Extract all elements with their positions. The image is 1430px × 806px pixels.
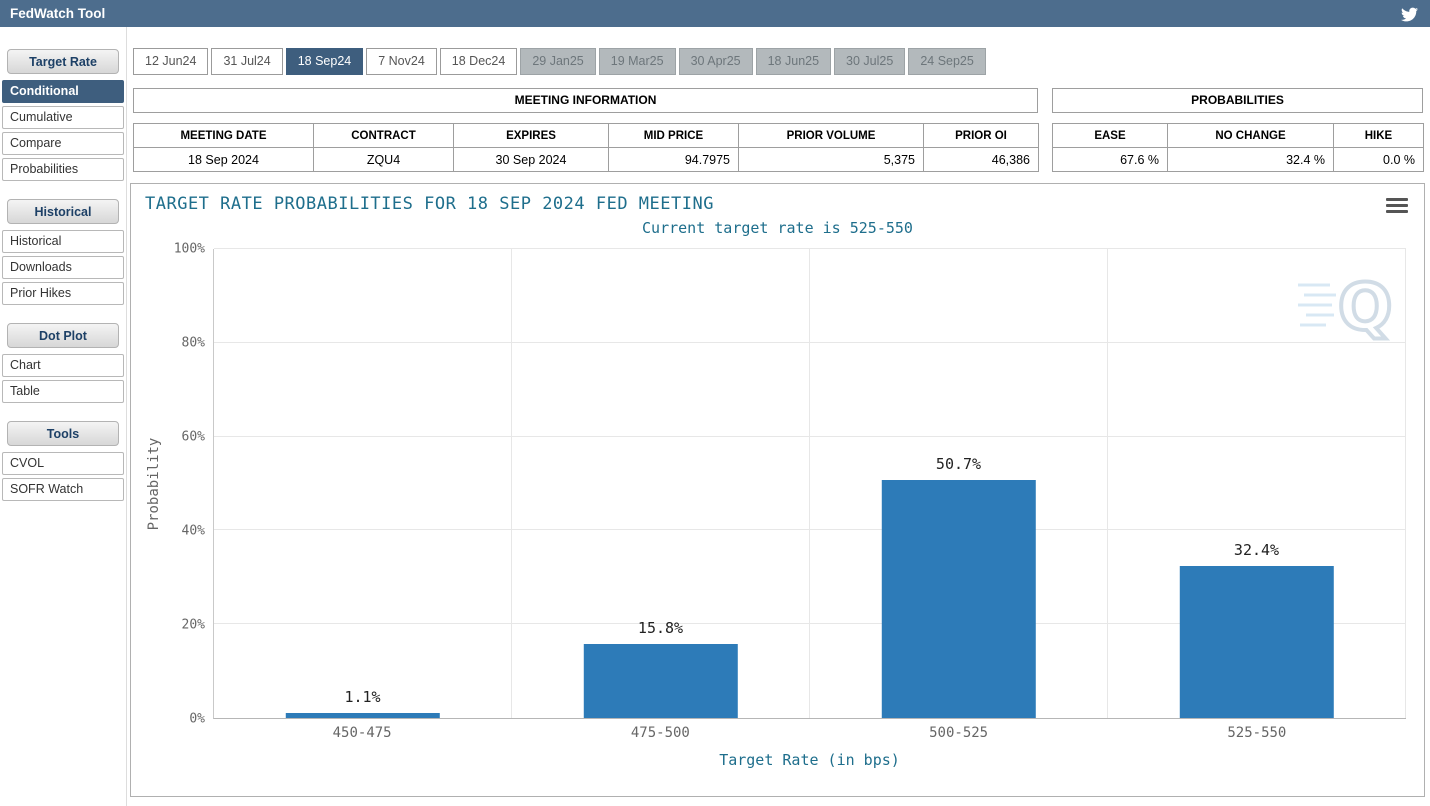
chart-column-475-500: 15.8% [512,249,810,718]
cell-prior-volume: 5,375 [738,147,924,172]
app-title: FedWatch Tool [10,6,106,21]
sidebar-item-downloads[interactable]: Downloads [2,256,124,279]
x-axis-labels: 450-475 475-500 500-525 525-550 [213,725,1406,741]
bar-value-label: 1.1% [344,687,381,706]
col-header-mid-price: MID PRICE [608,123,739,148]
chart-column-500-525: 50.7% [810,249,1108,718]
cell-contract: ZQU4 [313,147,454,172]
tab-12-jun24[interactable]: 12 Jun24 [133,48,209,75]
sidebar-item-chart[interactable]: Chart [2,354,124,377]
sidebar-header-tools: Tools [7,421,119,446]
probability-bar-525-550[interactable] [1179,566,1334,718]
col-header-prior-volume: PRIOR VOLUME [738,123,924,148]
chart-body: Probability 0% 20% 40% 60% 80% 100% 1.1% 15.8%… [143,242,1406,727]
sidebar-header-target-rate: Target Rate [7,49,119,74]
tab-18-jun25[interactable]: 18 Jun25 [755,48,832,75]
chart-panel: TARGET RATE PROBABILITIES FOR 18 SEP 202… [130,183,1425,797]
chart-column-450-475: 1.1% [214,249,512,718]
sidebar-header-historical: Historical [7,199,119,224]
top-bar: FedWatch Tool [0,0,1430,27]
y-axis-title: Probability [146,437,162,531]
cell-mid-price: 94.7975 [608,147,739,172]
col-header-hike: HIKE [1333,123,1424,148]
main-content: 12 Jun24 31 Jul24 18 Sep24 7 Nov24 18 De… [128,27,1430,806]
meeting-info-title: MEETING INFORMATION [133,88,1038,113]
gridline [214,248,1406,249]
chart-column-525-550: 32.4% [1108,249,1406,718]
tab-18-sep24[interactable]: 18 Sep24 [285,48,364,75]
tab-30-jul25[interactable]: 30 Jul25 [834,48,906,75]
sidebar-item-compare[interactable]: Compare [2,132,124,155]
twitter-icon[interactable] [1401,5,1419,22]
sidebar-item-conditional[interactable]: Conditional [2,80,124,103]
tab-29-jan25[interactable]: 29 Jan25 [520,48,596,75]
plot-area: 1.1% 15.8% 50.7% 32.4% Q [213,248,1406,719]
probabilities-title: PROBABILITIES [1052,88,1423,113]
y-tick-label: 60% [181,429,205,445]
probabilities-block: PROBABILITIES EASE NO CHANGE HIKE 67.6 %… [1052,88,1424,172]
cell-expires: 30 Sep 2024 [453,147,609,172]
cell-ease: 67.6 % [1052,147,1168,172]
col-header-prior-oi: PRIOR OI [923,123,1039,148]
gridline [214,623,1406,625]
gridline [214,529,1406,531]
col-header-contract: CONTRACT [313,123,454,148]
sidebar-item-table[interactable]: Table [2,380,124,403]
tab-31-jul24[interactable]: 31 Jul24 [211,48,283,75]
x-category-label: 525-550 [1227,725,1287,741]
tab-7-nov24[interactable]: 7 Nov24 [366,48,437,75]
chart-title: TARGET RATE PROBABILITIES FOR 18 SEP 202… [145,194,714,214]
sidebar-item-cumulative[interactable]: Cumulative [2,106,124,129]
tab-19-mar25[interactable]: 19 Mar25 [598,48,676,75]
col-header-ease: EASE [1052,123,1168,148]
gridline [214,435,1406,437]
y-tick-label: 100% [173,241,205,257]
probability-bar-500-525[interactable] [881,480,1036,718]
tab-24-sep25[interactable]: 24 Sep25 [908,48,986,75]
sidebar-item-cvol[interactable]: CVOL [2,452,124,475]
sidebar-item-prior-hikes[interactable]: Prior Hikes [2,282,124,305]
probability-bar-475-500[interactable] [583,643,738,718]
y-tick-label: 40% [181,523,205,539]
col-header-no-change: NO CHANGE [1167,123,1334,148]
info-row: MEETING INFORMATION MEETING DATE CONTRAC… [133,88,1430,172]
gridlines [214,248,1406,718]
probabilities-table: EASE NO CHANGE HIKE 67.6 % 32.4 % 0.0 % [1052,123,1424,172]
x-category-label: 475-500 [630,725,690,741]
meeting-info-block: MEETING INFORMATION MEETING DATE CONTRAC… [133,88,1039,172]
chart-subtitle: Current target rate is 525-550 [642,219,913,237]
tab-30-apr25[interactable]: 30 Apr25 [678,48,753,75]
sidebar-item-sofr-watch[interactable]: SOFR Watch [2,478,124,501]
bar-value-label: 32.4% [1233,541,1280,560]
tab-18-dec24[interactable]: 18 Dec24 [439,48,518,75]
x-category-label: 450-475 [332,725,392,741]
watermark-q-logo: Q [1298,269,1392,343]
meeting-tabs: 12 Jun24 31 Jul24 18 Sep24 7 Nov24 18 De… [133,48,1430,76]
bar-value-label: 15.8% [637,618,684,637]
y-axis-labels: 0% 20% 40% 60% 80% 100% [165,242,213,727]
col-header-meeting-date: MEETING DATE [133,123,314,148]
probability-bar-450-475[interactable] [285,712,440,718]
cell-hike: 0.0 % [1333,147,1424,172]
cell-no-change: 32.4 % [1167,147,1334,172]
x-axis-title: Target Rate (in bps) [719,751,900,769]
chart-menu-icon[interactable] [1386,198,1408,215]
sidebar-item-historical[interactable]: Historical [2,230,124,253]
svg-text:Q: Q [1338,271,1392,343]
gridline [214,341,1406,343]
cell-meeting-date: 18 Sep 2024 [133,147,314,172]
meeting-info-table: MEETING DATE CONTRACT EXPIRES MID PRICE … [133,123,1039,172]
plot-columns: 1.1% 15.8% 50.7% 32.4% [214,249,1406,718]
y-tick-label: 20% [181,617,205,633]
sidebar: Target Rate Conditional Cumulative Compa… [0,27,127,806]
cell-prior-oi: 46,386 [923,147,1039,172]
sidebar-header-dot-plot: Dot Plot [7,323,119,348]
y-tick-label: 0% [189,711,205,727]
sidebar-item-probabilities[interactable]: Probabilities [2,158,124,181]
y-tick-label: 80% [181,335,205,351]
x-category-label: 500-525 [929,725,989,741]
bar-value-label: 50.7% [935,455,982,474]
col-header-expires: EXPIRES [453,123,609,148]
